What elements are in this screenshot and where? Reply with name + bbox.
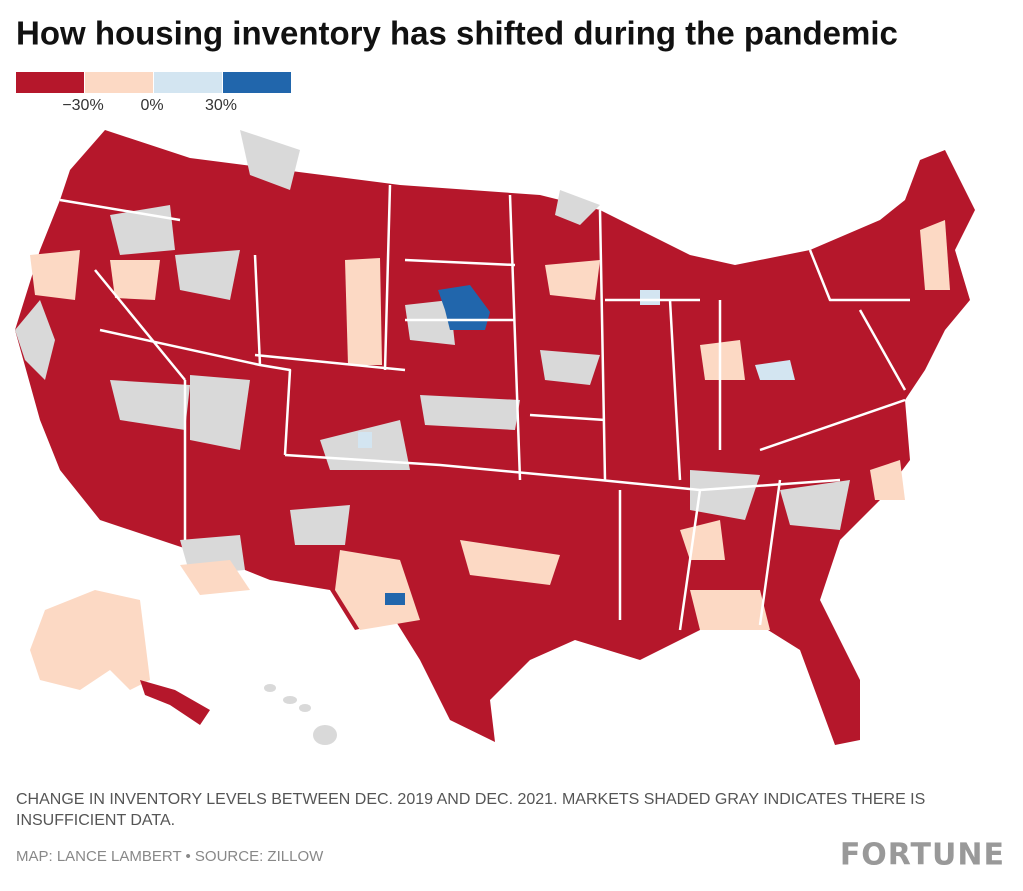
legend-swatch (154, 72, 222, 93)
legend: −30% 0% 30% (16, 72, 291, 114)
hawaii (264, 684, 337, 745)
no-data-areas (15, 130, 850, 575)
legend-tick-label: −30% (62, 97, 103, 114)
legend-swatch (85, 72, 153, 93)
alaska-panhandle (140, 680, 210, 725)
us-map (15, 130, 975, 745)
title: How housing inventory has shifted during… (16, 15, 898, 52)
state-borders (59, 184, 910, 631)
caption: INSUFFICIENT DATA. (16, 812, 175, 829)
legend-swatch (16, 72, 84, 93)
legend-swatch (223, 72, 291, 93)
caption: CHANGE IN INVENTORY LEVELS BETWEEN DEC. … (16, 791, 925, 808)
small-change-areas (30, 220, 950, 630)
moderate-increase-areas (358, 290, 795, 448)
legend-tick-label: 30% (205, 97, 237, 114)
credit: MAP: LANCE LAMBERT • SOURCE: ZILLOW (16, 848, 324, 865)
brand-logo: FORTUNE (840, 838, 1005, 873)
alaska (30, 590, 150, 690)
legend-tick-label: 0% (140, 97, 163, 114)
